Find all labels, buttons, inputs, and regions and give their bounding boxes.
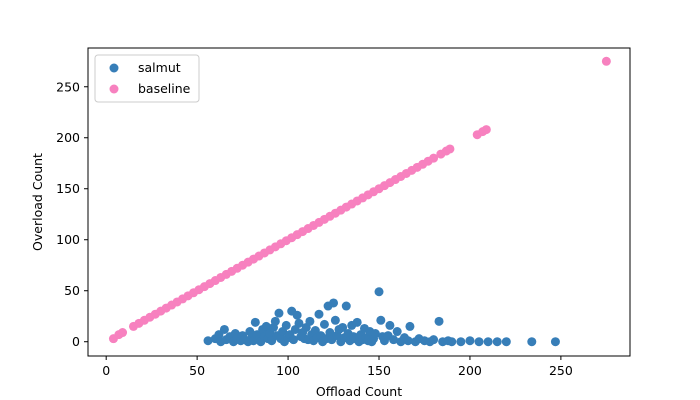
y-axis-label: Overload Count [30,153,45,251]
salmut-point [403,336,413,346]
salmut-point [429,335,439,345]
plot-frame [87,47,631,357]
salmut-point [341,301,351,311]
salmut-point [527,337,537,347]
x-tick-label: 150 [367,363,391,378]
salmut-point [370,329,380,339]
y-tick-label: 250 [56,79,80,94]
legend-box [94,54,200,103]
salmut-point [305,316,315,326]
y-tick-label: 150 [56,181,80,196]
salmut-point [492,337,502,347]
salmut-point [203,336,213,346]
x-tick-label: 50 [189,363,205,378]
salmut-point [447,337,457,347]
salmut-point [294,318,304,328]
salmut-point [501,337,511,347]
baseline-point [118,328,128,338]
salmut-point [338,322,348,332]
baseline-point [481,125,491,135]
salmut-point [250,317,260,327]
y-tick-label: 200 [56,130,80,145]
legend-marker-baseline [109,84,119,94]
salmut-point [434,316,444,326]
salmut-point [314,309,324,319]
y-tick-label: 0 [72,334,80,349]
x-tick-label: 100 [276,363,300,378]
salmut-point [376,315,386,325]
legend-label-baseline: baseline [138,81,191,96]
salmut-point [392,327,402,337]
points-layer [108,56,611,347]
salmut-point [219,324,229,334]
salmut-point [329,298,339,308]
x-axis-ticks: 0 50 100 150 200 250 [102,356,573,378]
salmut-point [550,337,560,347]
x-tick-label: 0 [102,363,110,378]
salmut-point [261,321,271,331]
salmut-point [385,320,395,330]
salmut-point [325,328,335,338]
y-tick-label: 100 [56,232,80,247]
baseline-point [601,56,611,66]
salmut-point [405,321,415,331]
salmut-point [374,287,384,297]
x-axis-label: Offload Count [316,384,402,399]
salmut-point [281,320,291,330]
salmut-point [330,315,340,325]
salmut-point [270,316,280,326]
salmut-point [289,335,299,345]
salmut-point [319,319,329,329]
legend-label-salmut: salmut [138,60,181,75]
baseline-point [445,144,455,154]
y-tick-label: 50 [64,283,80,298]
salmut-point [483,337,493,347]
legend: salmut baseline [94,54,200,103]
salmut-point [456,337,466,347]
salmut-point [274,308,284,318]
salmut-point [465,336,475,346]
salmut-point [352,317,362,327]
salmut-point [292,310,302,320]
salmut-point [389,335,399,345]
baseline-point [429,153,439,163]
x-tick-label: 250 [549,363,573,378]
y-axis-ticks: 0 50 100 150 200 250 [56,79,88,349]
salmut-point [474,337,484,347]
legend-marker-salmut [109,63,119,73]
x-tick-label: 200 [458,363,482,378]
